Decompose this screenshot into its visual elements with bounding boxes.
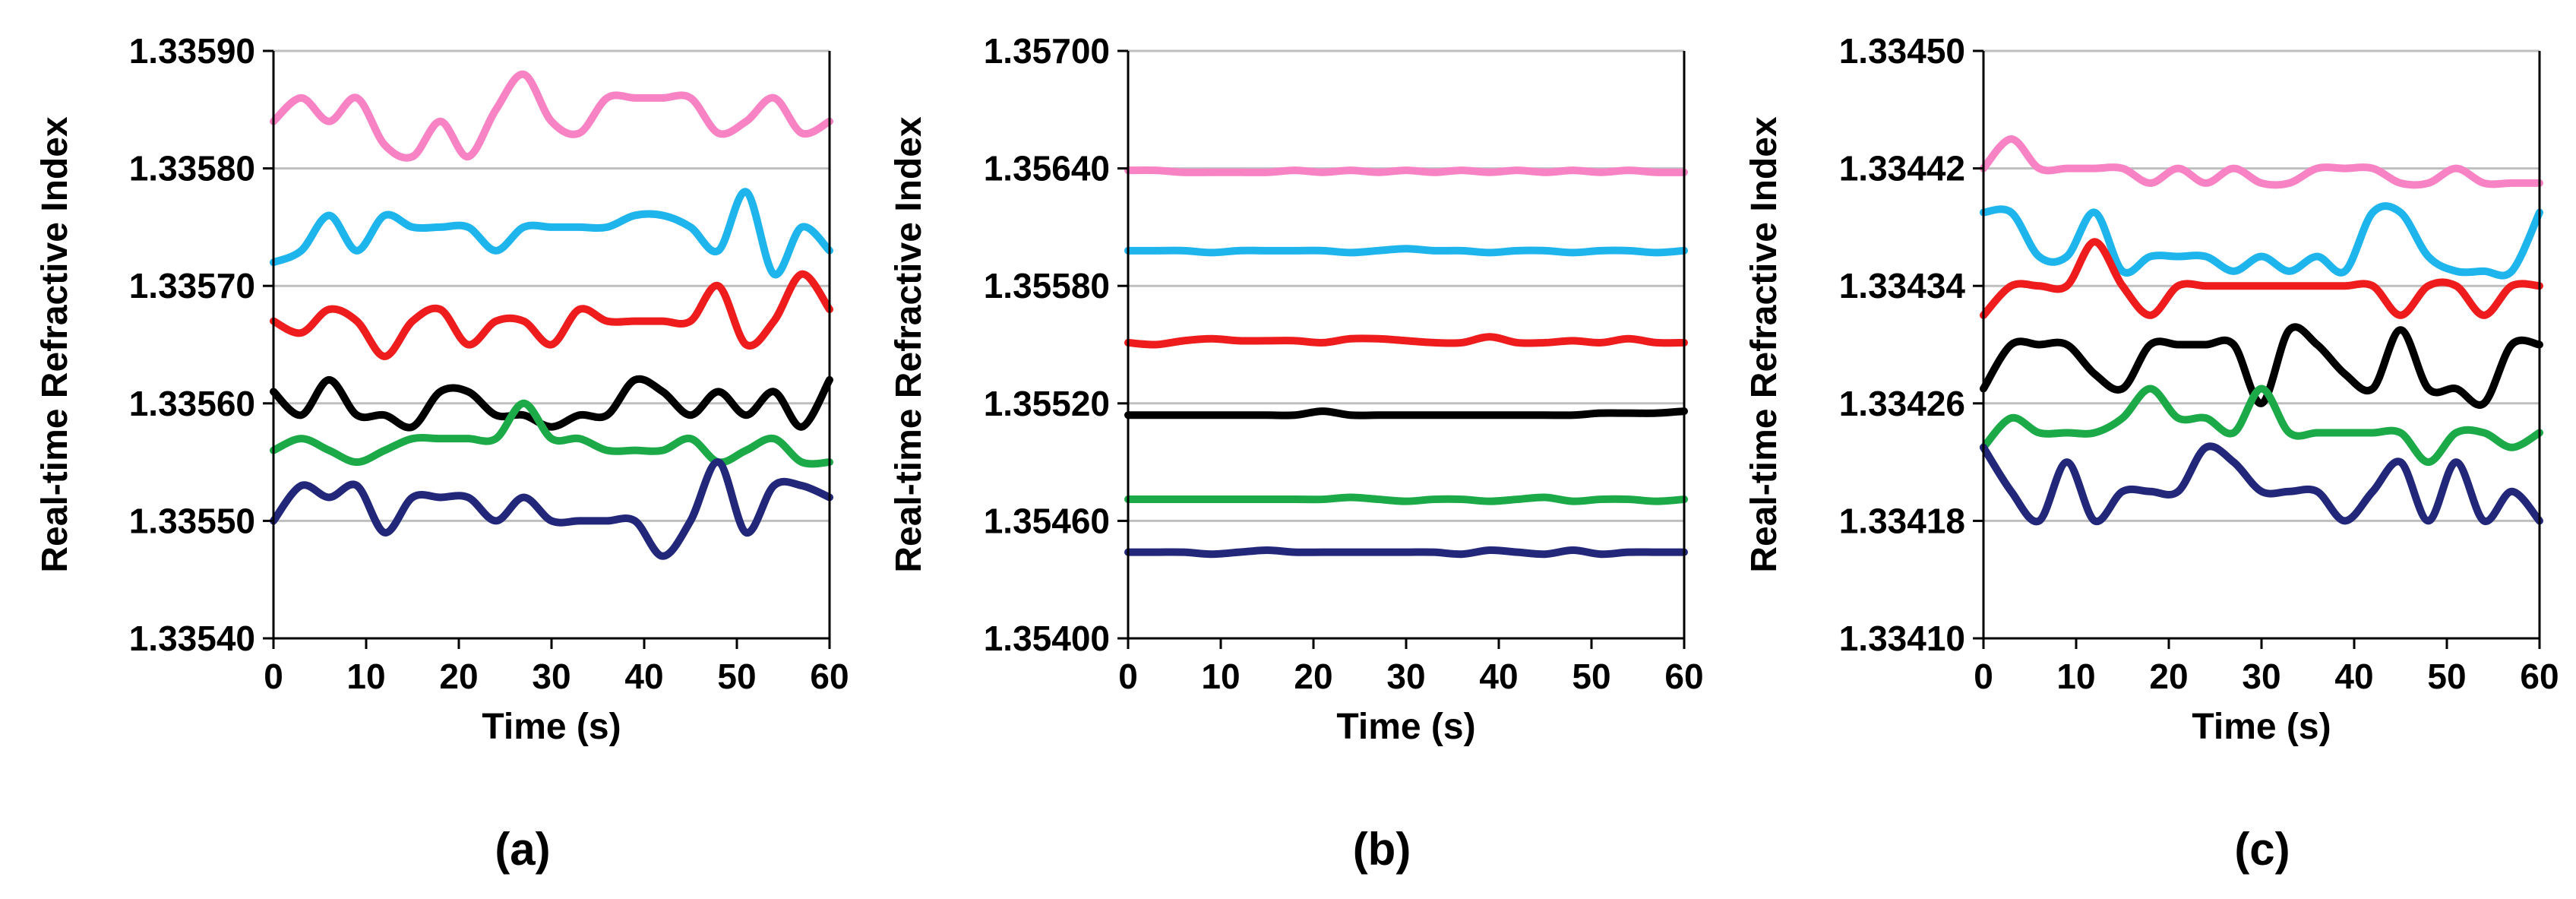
y-tick-label: 1.33410 bbox=[1839, 619, 1965, 658]
chart-panel-3: 1.33410 1.33418 1.33426 1.33434 1.33442 1.334… bbox=[1744, 31, 2559, 875]
chart-panel-2: 1.35400 1.35460 1.35520 1.35580 1.35640 1.357… bbox=[889, 31, 1704, 875]
y-tick-label: 1.33570 bbox=[129, 266, 255, 305]
series-line-green bbox=[270, 399, 833, 468]
series-line-black bbox=[1124, 407, 1688, 419]
series-line-red bbox=[270, 270, 833, 360]
x-tick-label: 10 bbox=[2056, 657, 2095, 696]
y-tick-label: 1.35400 bbox=[984, 619, 1110, 658]
series-line-pink bbox=[1124, 166, 1688, 176]
x-tick-label: 60 bbox=[1664, 657, 1703, 696]
x-tick-label: 0 bbox=[264, 657, 283, 696]
series-line-cyan bbox=[270, 188, 833, 279]
y-tick-label: 1.35580 bbox=[984, 266, 1110, 305]
panel-label: (a) bbox=[495, 824, 550, 875]
x-tick-label: 50 bbox=[1572, 657, 1610, 696]
x-tick-label: 10 bbox=[1201, 657, 1240, 696]
y-tick-label: 1.33434 bbox=[1839, 266, 1966, 305]
x-tick-label: 20 bbox=[439, 657, 478, 696]
x-tick-label: 10 bbox=[346, 657, 385, 696]
series-line-red bbox=[1124, 333, 1688, 349]
y-axis-title: Real-time Refractive Index bbox=[889, 116, 929, 573]
x-tick-label: 0 bbox=[1118, 657, 1138, 696]
series-line-navy bbox=[1124, 546, 1688, 559]
y-axis-title: Real-time Refractive Index bbox=[35, 116, 75, 573]
y-tick-label: 1.33560 bbox=[129, 384, 255, 423]
x-axis-title: Time (s) bbox=[2192, 707, 2331, 747]
y-tick-label: 1.35640 bbox=[984, 149, 1110, 188]
y-tick-label: 1.33540 bbox=[129, 619, 255, 658]
series-line-green bbox=[1980, 385, 2543, 467]
y-tick-label: 1.33550 bbox=[129, 501, 255, 540]
x-axis-title: Time (s) bbox=[482, 707, 621, 747]
series-line-red bbox=[1980, 238, 2543, 319]
y-tick-label: 1.33580 bbox=[129, 149, 255, 188]
x-tick-label: 20 bbox=[2149, 657, 2188, 696]
x-axis-title: Time (s) bbox=[1336, 707, 1475, 747]
y-tick-label: 1.35520 bbox=[984, 384, 1110, 423]
series-line-cyan bbox=[1980, 202, 2543, 280]
x-tick-label: 40 bbox=[2334, 657, 2373, 696]
series-line-cyan bbox=[1124, 245, 1688, 257]
series-line-navy bbox=[1980, 442, 2543, 526]
series-line-navy bbox=[270, 458, 833, 560]
series-line-pink bbox=[270, 70, 833, 162]
series-line-black bbox=[270, 375, 833, 432]
y-tick-label: 1.33590 bbox=[129, 31, 255, 71]
series-line-green bbox=[1124, 493, 1688, 505]
y-axis-title: Real-time Refractive Index bbox=[1744, 116, 1784, 573]
x-tick-label: 30 bbox=[532, 657, 571, 696]
x-tick-label: 50 bbox=[717, 657, 756, 696]
x-tick-label: 20 bbox=[1294, 657, 1332, 696]
x-tick-label: 40 bbox=[1479, 657, 1518, 696]
x-tick-label: 60 bbox=[2520, 657, 2559, 696]
x-tick-label: 60 bbox=[810, 657, 849, 696]
y-tick-label: 1.35700 bbox=[984, 31, 1110, 71]
series-line-pink bbox=[1980, 135, 2543, 189]
x-tick-label: 50 bbox=[2427, 657, 2466, 696]
y-tick-label: 1.33418 bbox=[1839, 501, 1965, 540]
y-tick-label: 1.33450 bbox=[1839, 31, 1965, 71]
x-tick-label: 30 bbox=[2242, 657, 2280, 696]
panel-label: (b) bbox=[1353, 824, 1411, 875]
y-tick-label: 1.33442 bbox=[1839, 149, 1965, 188]
series-line-black bbox=[1980, 323, 2543, 409]
x-tick-label: 30 bbox=[1386, 657, 1425, 696]
x-tick-label: 0 bbox=[1974, 657, 1993, 696]
y-tick-label: 1.33426 bbox=[1839, 384, 1965, 423]
y-tick-label: 1.35460 bbox=[984, 501, 1110, 540]
panel-label: (c) bbox=[2234, 824, 2290, 875]
chart-panel-1: 1.33540 1.33550 1.33560 1.33570 1.33580 1.335… bbox=[35, 31, 849, 875]
x-tick-label: 40 bbox=[624, 657, 663, 696]
